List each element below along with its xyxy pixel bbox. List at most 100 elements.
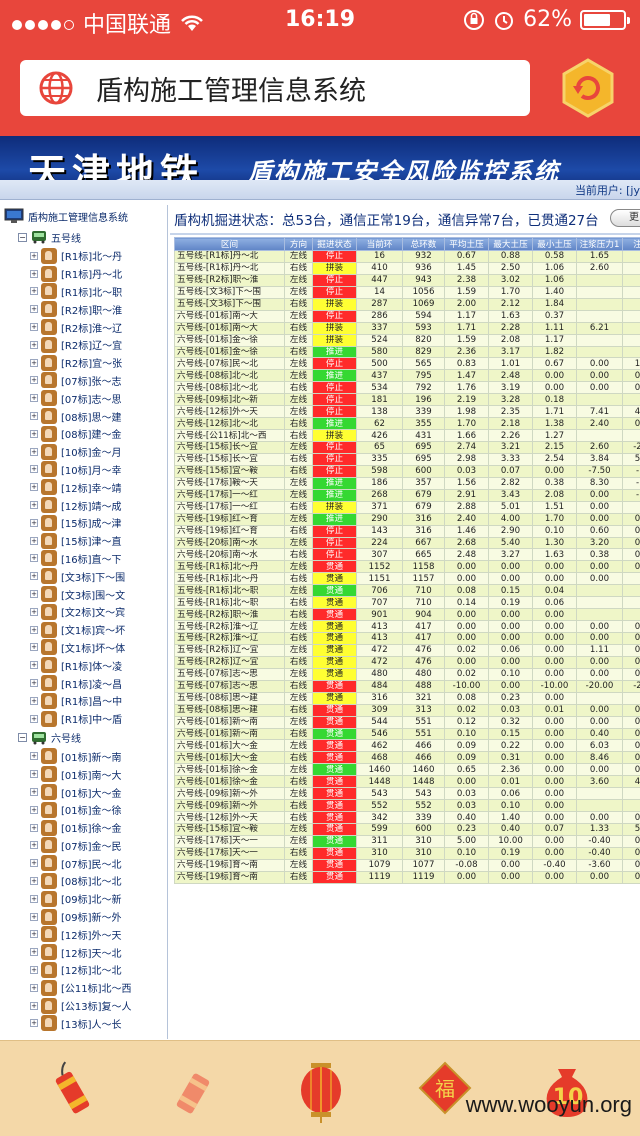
expand-icon[interactable]: +: [30, 429, 38, 438]
tree-section-item[interactable]: + [R1标]北～职: [0, 283, 167, 301]
expand-icon[interactable]: +: [30, 269, 38, 278]
expand-icon[interactable]: +: [30, 358, 38, 367]
expand-icon[interactable]: +: [30, 376, 38, 385]
expand-icon[interactable]: +: [30, 340, 38, 349]
tree-section-item[interactable]: + [13标]人～长: [0, 1014, 167, 1032]
expand-icon[interactable]: +: [30, 643, 38, 652]
tree-section-item[interactable]: + [文3标]下～围: [0, 567, 167, 585]
tree-section-item[interactable]: + [08标]建～金: [0, 425, 167, 443]
tree-section-item[interactable]: + [01标]大～金: [0, 783, 167, 801]
tree-section-item[interactable]: + [12标]靖～成: [0, 496, 167, 514]
tree-section-item[interactable]: + [07标]志～思: [0, 389, 167, 407]
tree-section-item[interactable]: + [公13标]复～人: [0, 997, 167, 1015]
expand-icon[interactable]: +: [30, 679, 38, 688]
expand-icon[interactable]: +: [30, 841, 38, 850]
table-row[interactable]: 五号线-[07标]志～思 右线 贯通 484 488 -10.00 0.00 -10.00 -2…: [174, 679, 640, 693]
table-row[interactable]: 六号线-[08标]北～北 右线 停止 534 792 1.76 3.19 0.00 0.00 0: [174, 381, 640, 395]
expand-icon[interactable]: +: [30, 912, 38, 921]
tree-section-item[interactable]: + [08标]思～建: [0, 407, 167, 425]
table-row[interactable]: 六号线-[01标]大～金 右线 贯通 468 466 0.09 0.31 0.00 8.46 0: [174, 751, 640, 765]
table-row[interactable]: 五号线-[08标]思～建 左线 贯通 316 321 0.08 0.23 0.00: [174, 691, 640, 705]
expand-icon[interactable]: +: [30, 287, 38, 296]
table-row[interactable]: 五号线-[R1标]北～丹 右线 贯通 1151 1157 0.00 0.00 0.00 0.00: [174, 572, 640, 586]
table-row[interactable]: 六号线-[19标]红～育 右线 停止 143 316 1.46 2.90 0.10 0.60 0: [174, 524, 640, 538]
expand-icon[interactable]: +: [30, 501, 38, 510]
tree-section-item[interactable]: + [01标]金～徐: [0, 801, 167, 819]
table-row[interactable]: 六号线-[12标]外～天 右线 贯通 342 339 0.40 1.40 0.00 0.00 0: [174, 811, 640, 824]
tree-section-item[interactable]: + [文3标]围～文: [0, 585, 167, 603]
table-row[interactable]: 六号线-[01标]金～徐 右线 推进 580 829 2.36 3.17 1.82: [174, 345, 640, 359]
expand-icon[interactable]: +: [30, 1019, 38, 1028]
tree-section-item[interactable]: + [文1标]坏～体: [0, 639, 167, 657]
expand-icon[interactable]: +: [30, 572, 38, 581]
table-row[interactable]: 五号线-[R2标]辽～宜 左线 贯通 472 476 0.02 0.06 0.00 1.11 0: [174, 643, 640, 657]
fu-icon[interactable]: 福: [410, 1055, 480, 1125]
table-row[interactable]: 六号线-[09标]新～外 左线 贯通 543 543 0.03 0.06 0.00: [174, 787, 640, 801]
firecracker-icon[interactable]: [160, 1055, 230, 1125]
expand-icon[interactable]: +: [30, 965, 38, 974]
table-row[interactable]: 六号线-[01标]大～金 左线 贯通 462 466 0.09 0.22 0.00 6.03 0: [174, 739, 640, 753]
expand-icon[interactable]: +: [30, 554, 38, 563]
tree-section-item[interactable]: + [16标]直～下: [0, 550, 167, 568]
expand-icon[interactable]: +: [30, 590, 38, 599]
tree-section-item[interactable]: + [07标]民～北: [0, 854, 167, 872]
tree-section-item[interactable]: + [R1标]中～盾: [0, 710, 167, 728]
expand-icon[interactable]: +: [30, 607, 38, 616]
tree-root[interactable]: 盾构施工管理信息系统: [0, 205, 167, 227]
table-row[interactable]: 五号线-[R2标]淮～辽 左线 贯通 413 417 0.00 0.00 0.00 0.00 0: [174, 620, 640, 633]
address-bar[interactable]: 盾构施工管理信息系统: [20, 60, 530, 116]
table-row[interactable]: 六号线-[09标]北～新 左线 停止 181 196 2.19 3.28 0.18: [174, 393, 640, 407]
expand-icon[interactable]: +: [30, 948, 38, 957]
table-row[interactable]: 五号线-[R1标]北～职 左线 贯通 706 710 0.08 0.15 0.04: [174, 584, 640, 598]
table-row[interactable]: 六号线-[15标]长～宜 右线 停止 335 695 2.98 3.33 2.54 3.84 5: [174, 452, 640, 466]
table-row[interactable]: 六号线-[01标]新～南 左线 贯通 544 551 0.12 0.32 0.00 0.00 0: [174, 715, 640, 729]
expand-icon[interactable]: +: [30, 876, 38, 885]
tree-section-item[interactable]: + [07标]金～民: [0, 837, 167, 855]
expand-icon[interactable]: +: [30, 770, 38, 779]
tree-section-item[interactable]: + [R2标]职～淮: [0, 300, 167, 318]
table-row[interactable]: 六号线-[07标]民～北 左线 停止 500 565 0.83 1.01 0.67 0.00 1: [174, 357, 640, 371]
table-row[interactable]: 六号线-[01标]金～徐 左线 拼装 524 820 1.59 2.08 1.17: [174, 333, 640, 347]
expand-icon[interactable]: +: [30, 788, 38, 796]
tree-section-item[interactable]: + [R2标]淮～辽: [0, 318, 167, 336]
tree-section-item[interactable]: + [10标]月～幸: [0, 461, 167, 479]
table-row[interactable]: 六号线-[公11标]北～西 右线 拼装 426 431 1.66 2.26 1.27: [174, 429, 640, 442]
lantern-icon[interactable]: [286, 1055, 356, 1125]
tree-line-group[interactable]: − 五号线: [0, 227, 167, 247]
money-bag-icon[interactable]: [532, 1055, 602, 1125]
expand-icon[interactable]: +: [30, 894, 38, 903]
table-row[interactable]: 六号线-[17标]天～一 左线 贯通 311 310 5.00 10.00 0.00 -0.40…: [174, 834, 640, 848]
tree-line-group[interactable]: − 六号线: [0, 728, 167, 748]
table-row[interactable]: 五号线-[R1标]丹～北 右线 拼装 410 936 1.45 2.50 1.06 2.60: [174, 261, 640, 275]
table-row[interactable]: 六号线-[15标]宜～鞍 右线 停止 598 600 0.03 0.07 0.00 -7.50-: [174, 464, 640, 478]
table-row[interactable]: 五号线-[R1标]丹～北 左线 停止 16 932 0.67 0.88 0.58 1.65: [174, 250, 640, 263]
expand-icon[interactable]: +: [30, 412, 38, 421]
table-row[interactable]: 六号线-[20标]南～水 左线 停止 224 667 2.68 5.40 1.30 3.20 0: [174, 536, 640, 550]
expand-icon[interactable]: +: [30, 1001, 38, 1010]
expand-icon[interactable]: +: [30, 823, 38, 832]
table-row[interactable]: 六号线-[01标]徐～金 左线 贯通 1460 1460 0.65 2.36 0.00 0.00…: [174, 763, 640, 777]
table-row[interactable]: 五号线-[08标]思～建 右线 贯通 309 313 0.02 0.03 0.01 0.00 0: [174, 703, 640, 717]
expand-icon[interactable]: +: [30, 714, 38, 723]
firecracker-icon[interactable]: [36, 1055, 106, 1125]
expand-icon[interactable]: +: [30, 251, 38, 260]
expand-icon[interactable]: +: [30, 752, 38, 761]
collapse-icon[interactable]: −: [18, 232, 27, 242]
tree-section-item[interactable]: + [R1标]凌～昌: [0, 674, 167, 692]
table-row[interactable]: 五号线-[R2标]辽～宜 右线 贯通 472 476 0.00 0.00 0.00 0.00 0: [174, 655, 640, 669]
expand-icon[interactable]: +: [30, 394, 38, 403]
table-row[interactable]: 六号线-[15标]宜～鞍 左线 贯通 599 600 0.23 0.40 0.07 1.33 5: [174, 823, 640, 836]
table-row[interactable]: 五号线-[R2标]职～淮 左线 停止 447 943 2.38 3.02 1.06: [174, 273, 640, 287]
table-row[interactable]: 六号线-[19标]育～南 右线 贯通 1119 1119 0.00 0.00 0.00 0.00…: [174, 870, 640, 884]
tree-section-item[interactable]: + [01标]南～大: [0, 765, 167, 783]
tree-section-item[interactable]: + [公11标]北～西: [0, 979, 167, 997]
table-row[interactable]: 五号线-[文3标]下～围 左线 停止 14 1056 1.59 1.70 1.40: [174, 285, 640, 299]
expand-icon[interactable]: +: [30, 536, 38, 545]
collapse-icon[interactable]: −: [18, 733, 27, 743]
tree-section-item[interactable]: + [文2标]文～宾: [0, 603, 167, 621]
expand-icon[interactable]: +: [30, 805, 38, 814]
tree-section-item[interactable]: + [09标]新～外: [0, 908, 167, 926]
table-row[interactable]: 六号线-[01标]徐～金 右线 贯通 1448 1448 0.00 0.01 0.00 3.60…: [174, 775, 640, 789]
tree-section-item[interactable]: + [R2标]宜～张: [0, 354, 167, 372]
